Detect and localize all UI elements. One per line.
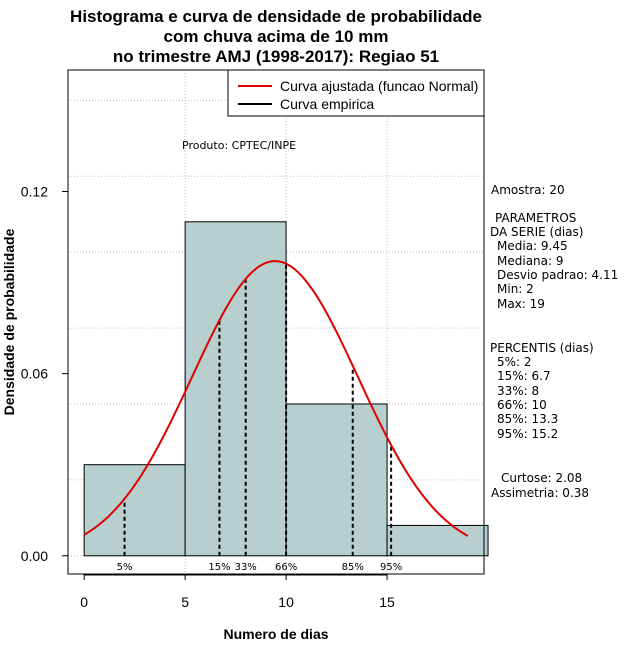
legend-box (227, 69, 485, 117)
fitted-curve-layer (83, 260, 469, 537)
chart-title-line-2: com chuva acima de 10 mm (164, 27, 389, 46)
percentile-label: 66% (275, 562, 297, 573)
param-min: Min: 2 (497, 282, 534, 296)
x-tick-label: 0 (80, 594, 88, 610)
percentil-66: 66%: 10 (497, 398, 547, 412)
histogram-bar (184, 221, 287, 557)
params-title-2: DA SERIE (dias) (490, 225, 583, 239)
legend: Curva ajustada (funcao Normal) Curva emp… (227, 69, 485, 117)
param-desvio: Desvio padrao: 4.11 (497, 268, 618, 282)
curtose: Curtose: 2.08 (501, 471, 582, 485)
param-media: Media: 9.45 (497, 239, 568, 253)
histogram-bar (83, 464, 186, 557)
fitted-normal-curve (83, 260, 469, 537)
x-axis-label: Numero de dias (223, 626, 328, 642)
x-tick-label: 10 (278, 594, 294, 610)
histogram-bar (285, 403, 388, 557)
percentil-5: 5%: 2 (497, 355, 532, 369)
param-max: Max: 19 (497, 297, 545, 311)
legend-empirical-label: Curva empirica (280, 96, 374, 112)
percentil-15: 15%: 6.7 (497, 369, 551, 383)
x-tick-label: 15 (379, 594, 395, 610)
percentile-label: 95% (380, 562, 402, 573)
product-note: Produto: CPTEC/INPE (182, 139, 296, 152)
axes: 0 5 10 15 0.00 0.06 0.12 (21, 183, 395, 610)
sample-size: Amostra: 20 (491, 183, 565, 197)
percentile-label: 33% (235, 562, 257, 573)
legend-fitted-label: Curva ajustada (funcao Normal) (280, 78, 478, 94)
chart-title-line-1: Histograma e curva de densidade de proba… (70, 7, 482, 26)
percentile-markers: 5% 15% 33% 66% 85% 95% (117, 263, 402, 573)
percentile-label: 85% (342, 562, 364, 573)
y-tick-label: 0.12 (21, 183, 48, 199)
percentil-85: 85%: 13.3 (497, 412, 558, 426)
histogram-bars (83, 221, 489, 557)
percentil-95: 95%: 15.2 (497, 427, 558, 441)
percentis-title: PERCENTIS (dias) (490, 341, 594, 355)
percentile-label: 5% (117, 562, 133, 573)
y-tick-label: 0.00 (21, 548, 48, 564)
histogram-bar (386, 524, 489, 557)
stats-panel: Amostra: 20 PARAMETROS DA SERIE (dias) M… (490, 183, 618, 500)
params-title-1: PARAMETROS (495, 211, 576, 225)
y-tick-label: 0.06 (21, 366, 48, 382)
percentil-33: 33%: 8 (497, 384, 539, 398)
chart-title-line-3: no trimestre AMJ (1998-2017): Regiao 51 (113, 47, 439, 66)
param-mediana: Mediana: 9 (497, 254, 564, 268)
percentile-label: 15% (208, 562, 230, 573)
assimetria: Assimetria: 0.38 (491, 486, 589, 500)
x-tick-label: 5 (181, 594, 189, 610)
y-axis-label: Densidade de probabilidade (1, 228, 17, 415)
